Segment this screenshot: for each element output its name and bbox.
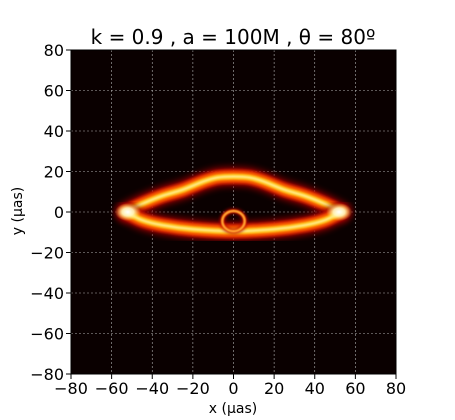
y-tick-label: −60 (30, 325, 64, 344)
y-tick-label: 80 (44, 41, 64, 60)
y-axis-label: y (μas) (10, 187, 26, 235)
y-axis-ticks: 80 60 40 20 0 −20 −40 −60 −80 (30, 41, 71, 384)
y-tick-label: −20 (30, 244, 64, 263)
ring-hotspot-1 (326, 203, 353, 221)
x-tick-label: −40 (135, 379, 169, 398)
y-tick-label: 20 (44, 163, 64, 182)
x-tick-label: 20 (264, 379, 284, 398)
x-tick-label: 60 (345, 379, 365, 398)
chart-title: k = 0.9 , a = 100M , θ = 80º (91, 25, 376, 49)
inner-ring-layer-2 (221, 210, 246, 232)
x-tick-label: 40 (305, 379, 325, 398)
x-axis-label: x (μas) (209, 401, 257, 417)
x-axis-ticks: −80 −60 −40 −20 0 20 40 60 80 (54, 374, 406, 398)
y-tick-label: 0 (54, 203, 64, 222)
y-tick-label: −40 (30, 284, 64, 303)
x-tick-label: −80 (54, 379, 88, 398)
y-tick-label: −80 (30, 365, 64, 384)
x-tick-label: 80 (386, 379, 406, 398)
ring-hotspot-0 (114, 203, 141, 221)
y-tick-label: 40 (44, 122, 64, 141)
emission-image (114, 166, 353, 242)
y-tick-label: 60 (44, 82, 64, 101)
x-tick-label: −60 (95, 379, 129, 398)
x-tick-label: −20 (176, 379, 210, 398)
x-tick-label: 0 (228, 379, 238, 398)
grid-lines (71, 50, 396, 374)
ring-upper-layer-4 (124, 175, 343, 214)
